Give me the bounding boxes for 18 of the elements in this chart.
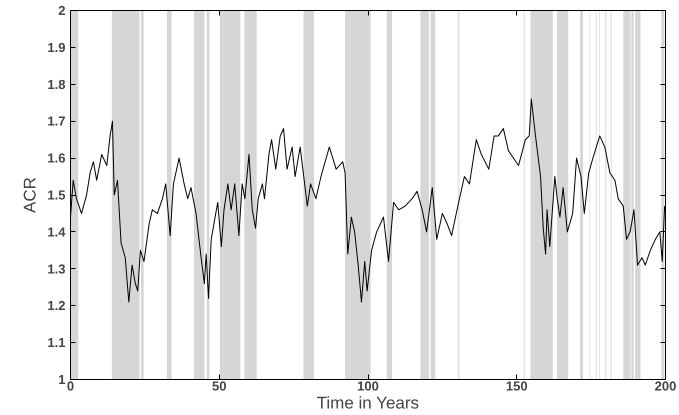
y-tick-label: 1.8 <box>47 76 66 92</box>
x-tick-label: 50 <box>212 378 226 394</box>
y-tick-label: 1.7 <box>47 114 66 129</box>
y-tick-label: 1.4 <box>47 224 66 240</box>
y-tick-label: 1.3 <box>47 261 66 276</box>
x-axis-title: Time in Years <box>316 394 420 412</box>
x-tick-label: 200 <box>654 378 676 394</box>
y-axis-title: ACR <box>20 177 40 213</box>
y-tick-label: 1 <box>58 372 66 387</box>
y-tick-label: 2 <box>58 3 66 18</box>
x-tick-label: 0 <box>66 378 74 394</box>
y-tick-label: 1.2 <box>47 298 66 314</box>
x-tick-label: 150 <box>506 378 528 394</box>
y-tick-label: 1.1 <box>47 335 66 350</box>
y-tick-label: 1.5 <box>47 188 66 202</box>
y-tick-label: 1.9 <box>47 40 66 55</box>
y-tick-label: 1.6 <box>47 150 66 166</box>
x-tick-label: 100 <box>357 378 379 394</box>
